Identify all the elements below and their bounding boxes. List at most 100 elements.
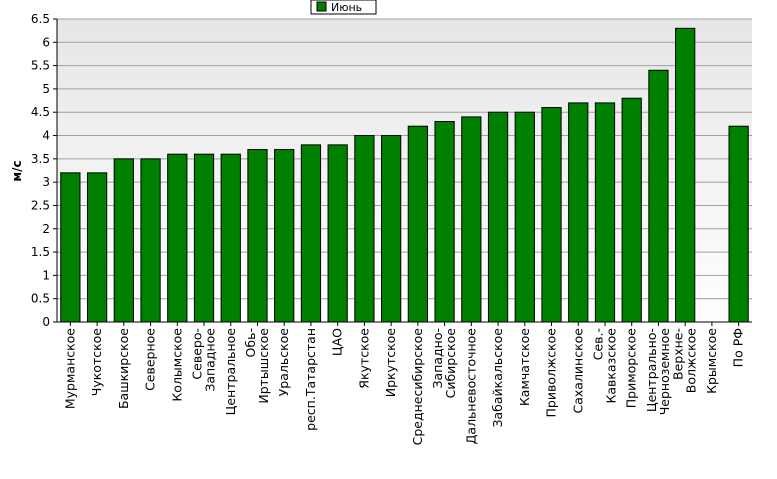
x-tick-label: Крымское bbox=[704, 328, 719, 394]
x-tick-label: Дальневосточное bbox=[463, 328, 478, 445]
x-tick-label-line: Чукотское bbox=[89, 328, 104, 397]
x-tick-label: Сев.-Кавказское bbox=[590, 328, 618, 404]
x-tick-label: Среднесибирское bbox=[410, 328, 425, 446]
bar bbox=[487, 111, 509, 323]
y-tick-label: 5 bbox=[42, 82, 50, 96]
legend: Июнь bbox=[310, 0, 377, 15]
bar bbox=[86, 172, 108, 323]
x-tick-label-line: Черноземное bbox=[657, 328, 672, 416]
x-tick-label: Центрально-Черноземное bbox=[644, 328, 672, 416]
y-tick-label: 1 bbox=[42, 268, 50, 282]
y-tick-label: 3.5 bbox=[31, 152, 50, 166]
x-tick-label: Камчатское bbox=[517, 328, 532, 406]
y-tick-label: 0.5 bbox=[31, 292, 50, 306]
x-tick-label-line: Иртышское bbox=[256, 328, 271, 404]
bar bbox=[541, 107, 562, 323]
bar bbox=[220, 153, 241, 323]
x-tick-label-line: Среднесибирское bbox=[410, 328, 425, 446]
x-axis-labels: Мурманское Чукотское Башкирское Северное Кол… bbox=[62, 322, 746, 446]
x-tick-label: Иркутское bbox=[383, 328, 398, 398]
y-tick-label: 6.5 bbox=[31, 12, 50, 26]
bar bbox=[514, 111, 535, 323]
x-tick-label: Приморское bbox=[624, 328, 639, 409]
x-tick-label: Северо-Западное bbox=[190, 328, 218, 392]
x-tick-label-line: Сев.- bbox=[590, 328, 605, 360]
bar bbox=[381, 135, 402, 323]
plot-area bbox=[57, 19, 752, 322]
bar bbox=[675, 27, 696, 323]
x-tick-label: Забайкальское bbox=[490, 328, 505, 428]
x-tick-label: Обь-Иртышское bbox=[243, 328, 271, 404]
legend-box bbox=[310, 0, 377, 15]
y-tick-label: 6 bbox=[42, 35, 50, 49]
bar bbox=[60, 172, 81, 323]
x-tick-label: Северное bbox=[143, 328, 158, 391]
bar bbox=[461, 116, 482, 323]
y-axis-ticks: 0 0.5 1 1.5 2 2.5 3 3.5 4 4.5 5 5.5 6 6.5 bbox=[31, 12, 57, 329]
x-tick-label-line: По РФ bbox=[731, 328, 746, 368]
x-tick-label-line: Крымское bbox=[704, 328, 719, 394]
x-tick-label-line: Центральное bbox=[223, 328, 238, 416]
x-tick-label: Якутское bbox=[356, 328, 371, 389]
x-tick-label-line: Иркутское bbox=[383, 328, 398, 398]
x-tick-label-line: Центрально- bbox=[644, 328, 659, 412]
bar bbox=[407, 125, 428, 323]
x-tick-label-line: Дальневосточное bbox=[463, 328, 478, 445]
x-tick-label: респ.Татарстан bbox=[303, 328, 318, 431]
x-tick-label-line: Сахалинское bbox=[570, 328, 585, 414]
bars bbox=[60, 27, 749, 323]
legend-label: Июнь bbox=[331, 1, 362, 14]
x-tick-label-line: Уральское bbox=[276, 328, 291, 397]
y-tick-label: 1.5 bbox=[31, 245, 50, 259]
bar bbox=[434, 121, 455, 323]
y-tick-label: 2 bbox=[42, 222, 50, 236]
x-tick-label-line: Забайкальское bbox=[490, 328, 505, 428]
x-tick-label: Сахалинское bbox=[570, 328, 585, 414]
y-tick-label: 4 bbox=[42, 129, 50, 143]
x-tick-label-line: Мурманское bbox=[62, 328, 77, 409]
x-tick-label: Уральское bbox=[276, 328, 291, 397]
x-tick-label: Западно-Сибирское bbox=[430, 328, 458, 399]
x-tick-label-line: Приволжское bbox=[544, 328, 559, 418]
x-tick-label-line: ЦАО bbox=[330, 328, 345, 356]
x-tick-label: ЦАО bbox=[330, 328, 345, 356]
x-tick-label: Колымское bbox=[169, 328, 184, 402]
x-tick-label-line: Камчатское bbox=[517, 328, 532, 406]
y-tick-label: 4.5 bbox=[31, 105, 50, 119]
x-tick-label-line: Кавказское bbox=[603, 328, 618, 404]
x-tick-label-line: Башкирское bbox=[116, 328, 131, 409]
bar bbox=[568, 102, 589, 323]
x-tick-label-line: Сибирское bbox=[443, 328, 458, 399]
x-tick-label: Башкирское bbox=[116, 328, 131, 409]
bar bbox=[648, 69, 669, 323]
bar bbox=[300, 144, 322, 323]
x-tick-label-line: Западное bbox=[203, 328, 218, 392]
bar bbox=[140, 158, 161, 323]
y-tick-label: 3 bbox=[42, 175, 50, 189]
x-tick-label-line: Западно- bbox=[430, 328, 445, 388]
x-tick-label: Верхне-Волжское bbox=[671, 328, 699, 394]
legend-swatch bbox=[316, 1, 327, 12]
x-tick-label: По РФ bbox=[731, 328, 746, 368]
bar bbox=[728, 125, 749, 323]
x-tick-label-line: респ.Татарстан bbox=[303, 328, 318, 431]
x-tick-label-line: Колымское bbox=[169, 328, 184, 402]
bar bbox=[594, 102, 616, 323]
y-tick-label: 5.5 bbox=[31, 59, 50, 73]
bar bbox=[274, 149, 295, 323]
bar bbox=[327, 144, 348, 323]
y-tick-label: 0 bbox=[42, 315, 50, 329]
x-tick-label: Центральное bbox=[223, 328, 238, 416]
x-tick-label-line: Обь- bbox=[243, 328, 258, 357]
bar bbox=[193, 153, 215, 323]
x-tick-label-line: Северное bbox=[143, 328, 158, 391]
x-tick-label: Мурманское bbox=[62, 328, 77, 409]
bar bbox=[247, 149, 268, 323]
bar bbox=[113, 158, 134, 323]
y-tick-label: 2.5 bbox=[31, 198, 50, 212]
x-tick-label: Приволжское bbox=[544, 328, 559, 418]
x-tick-label-line: Приморское bbox=[624, 328, 639, 409]
bar bbox=[354, 135, 375, 323]
y-axis-label: м/с bbox=[10, 160, 24, 181]
